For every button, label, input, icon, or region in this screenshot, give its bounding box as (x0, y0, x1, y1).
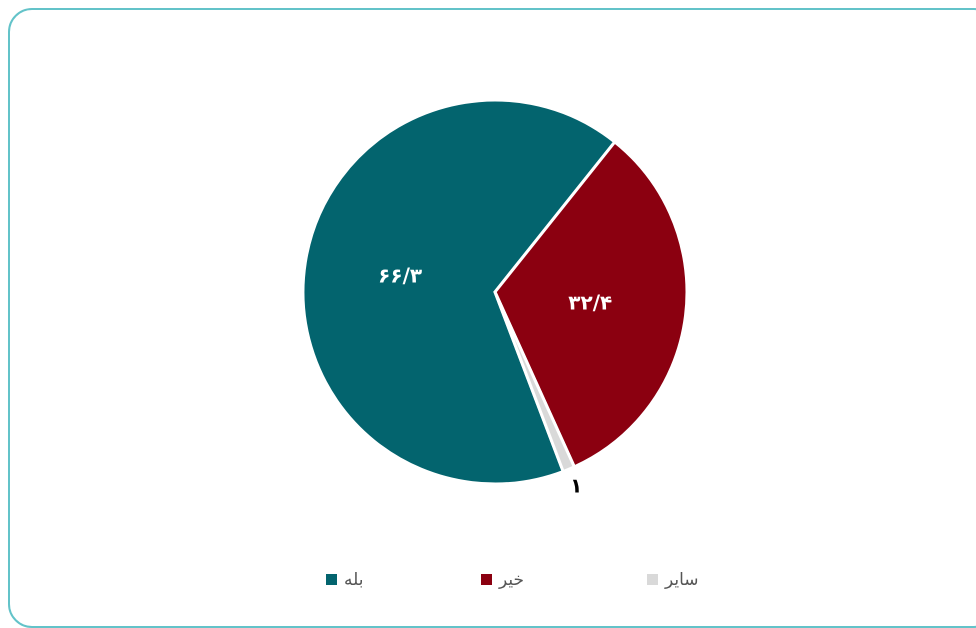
legend-swatch (326, 574, 337, 585)
legend-label: بله (344, 570, 363, 590)
pie-slice (493, 291, 577, 474)
legend-swatch (481, 574, 492, 585)
pie-slice (493, 139, 689, 469)
legend-swatch (647, 574, 658, 585)
page: {"chart_data": {"type": "pie", "categori… (8, 8, 976, 628)
data-label: ۱ (570, 473, 582, 497)
data-label: ۳۲/۴ (568, 290, 612, 314)
data-label: ۶۶/۳ (378, 264, 422, 288)
pie-slice (301, 98, 617, 486)
legend-label: سایر (664, 570, 699, 590)
legend-label: خیر (498, 570, 524, 590)
chart: ۶۶/۳ ۳۲/۴ ۱ بله خیر سایر (301, 98, 699, 590)
